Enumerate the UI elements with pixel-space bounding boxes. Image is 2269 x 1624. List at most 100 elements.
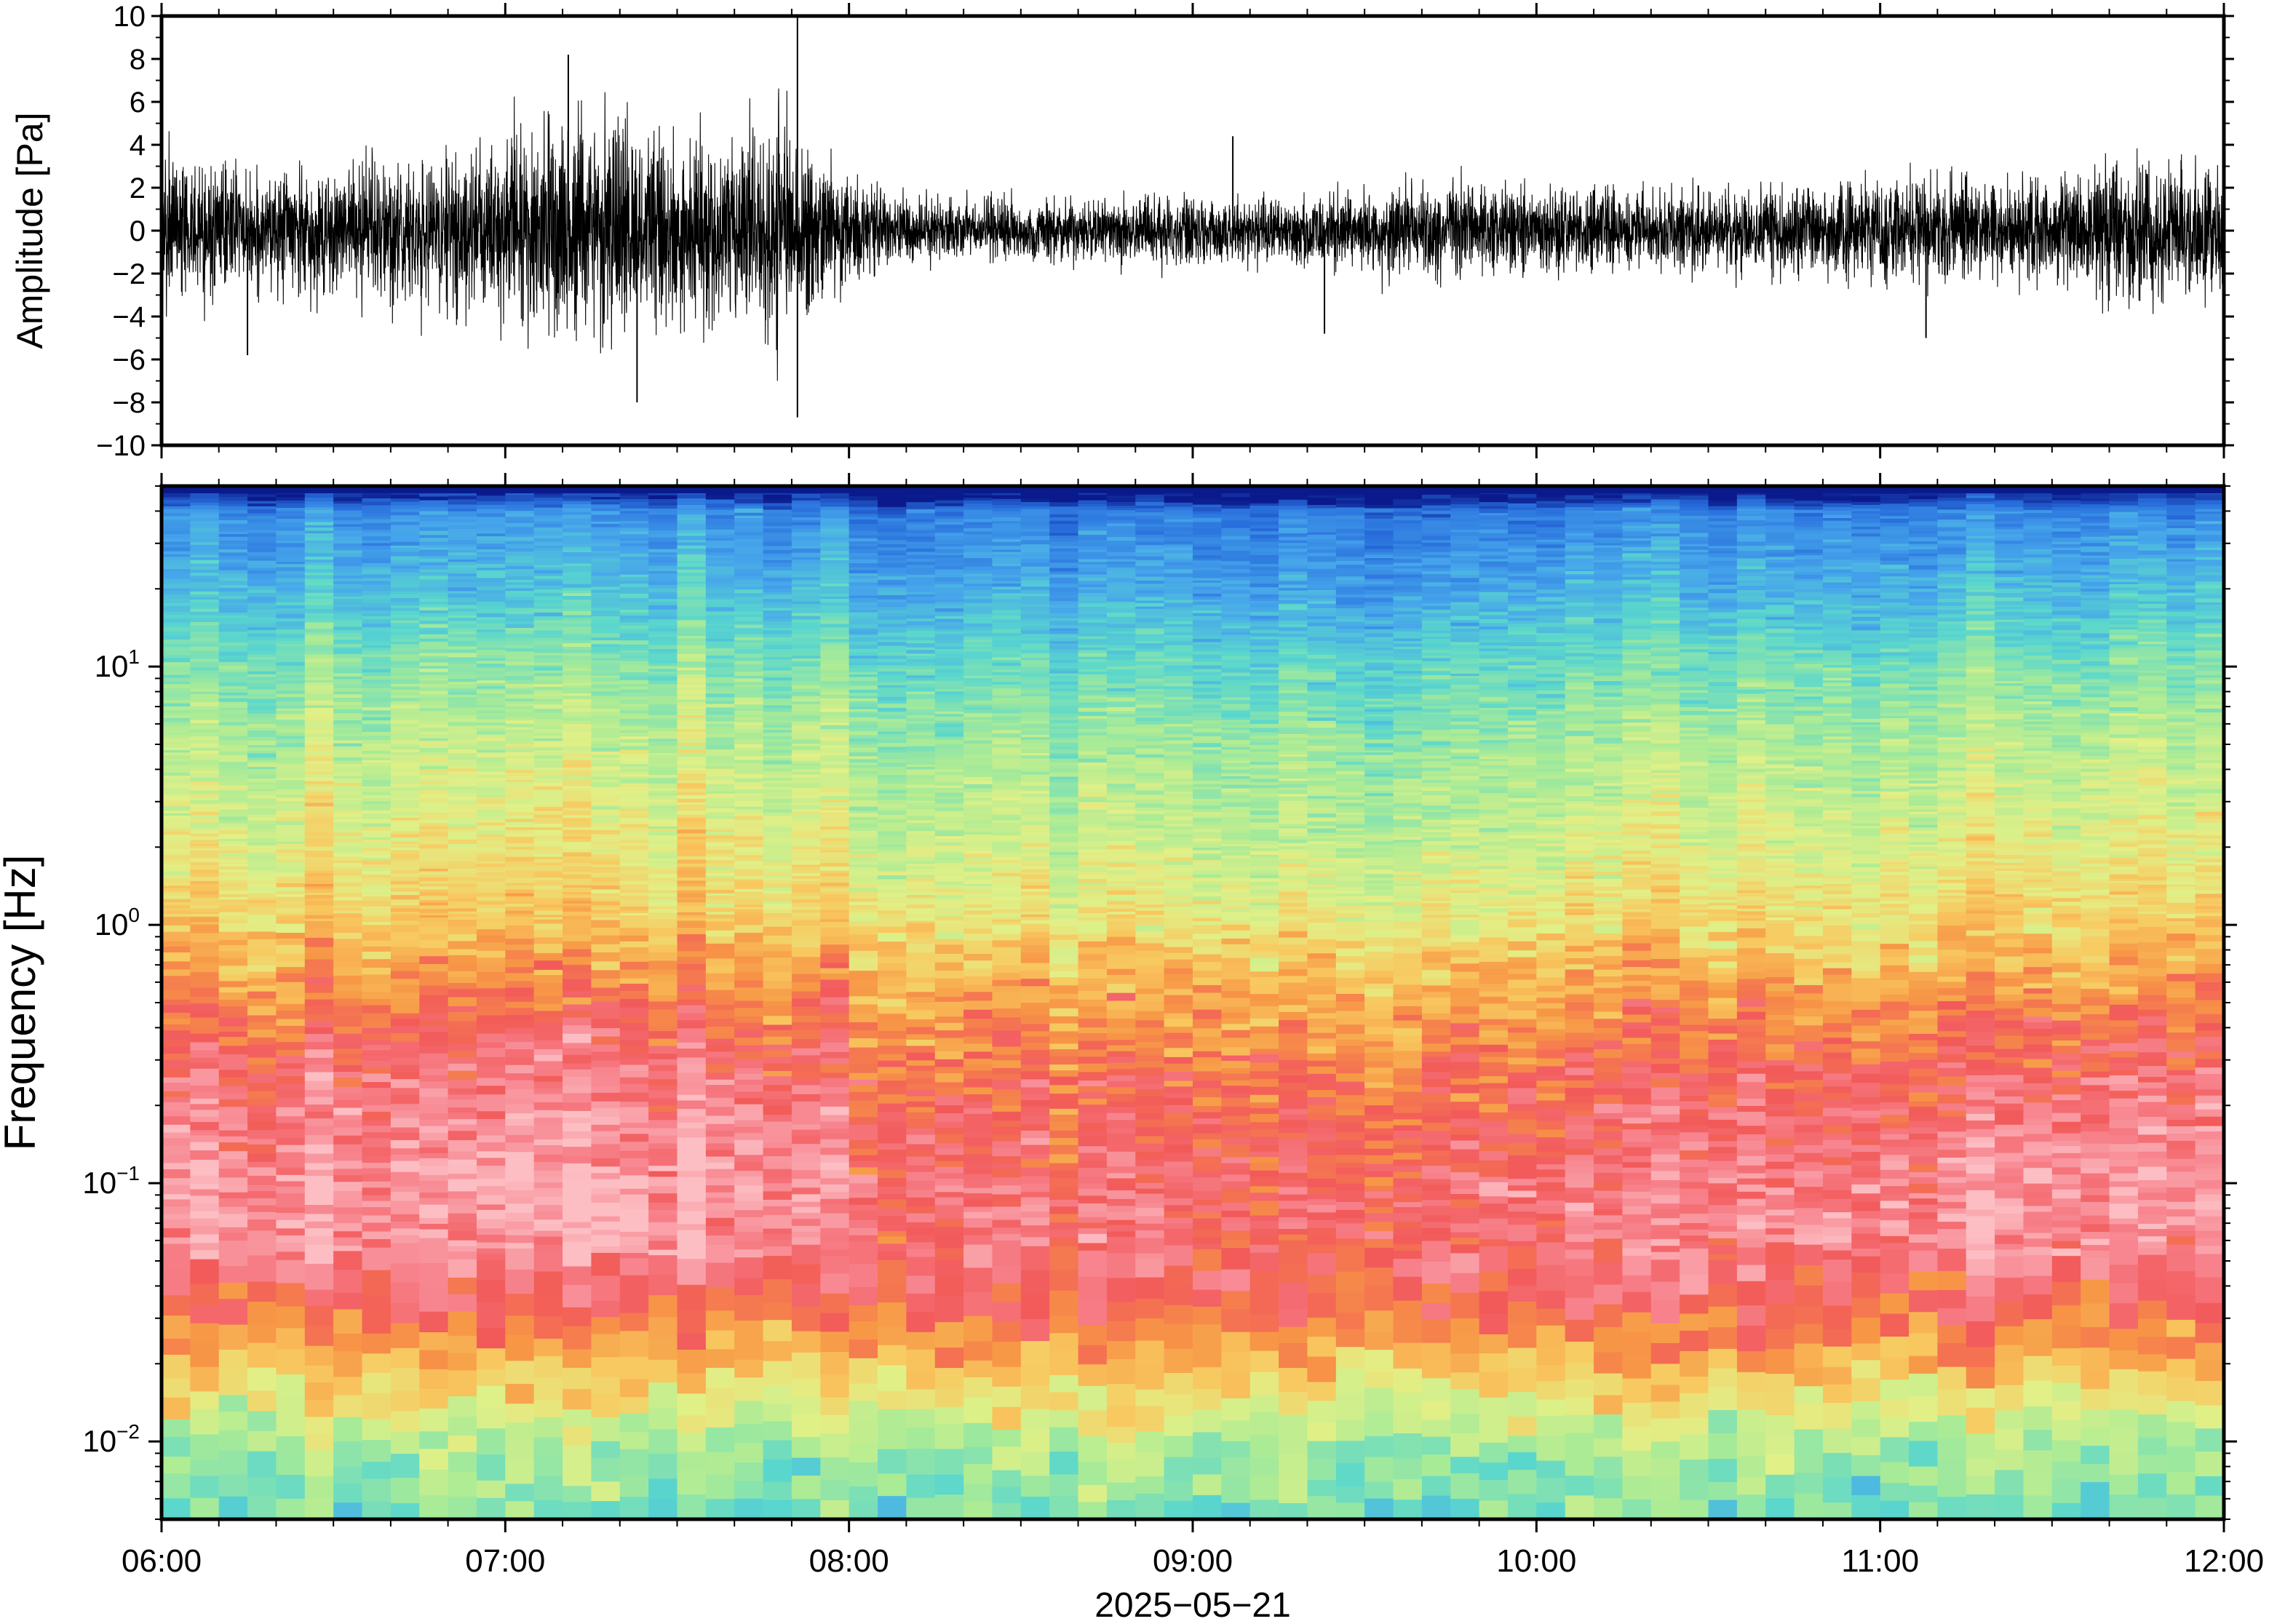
spectrogram-cell bbox=[820, 609, 850, 613]
waveform-trace bbox=[162, 16, 2224, 418]
spectrogram-cell bbox=[619, 559, 649, 563]
spectrogram-cell bbox=[247, 518, 277, 523]
spectrogram-cell bbox=[218, 771, 248, 776]
spectrogram-cell bbox=[533, 576, 563, 579]
spectrogram-cell bbox=[533, 527, 563, 532]
spectrogram-cell bbox=[677, 566, 707, 570]
spectrogram-cell bbox=[476, 1024, 506, 1034]
spectrogram-cell bbox=[591, 646, 621, 650]
spectrogram-cell bbox=[763, 845, 792, 848]
spectrogram-cell bbox=[362, 631, 392, 634]
spectrogram-cell bbox=[763, 607, 792, 611]
spectrogram-cell bbox=[276, 518, 306, 523]
spectrogram-cell bbox=[677, 562, 707, 568]
spectrogram-cell bbox=[648, 1254, 678, 1275]
spectrogram-cell bbox=[563, 820, 592, 824]
spectrogram-cell bbox=[419, 814, 449, 820]
spectrogram-cell bbox=[476, 673, 506, 678]
spectrogram-cell bbox=[648, 869, 678, 875]
spectrogram-cell bbox=[448, 1190, 477, 1199]
spectrogram-cell bbox=[705, 1348, 735, 1368]
spectrogram-cell bbox=[333, 596, 363, 599]
spectrogram-cell bbox=[791, 1218, 821, 1226]
spectrogram-cell bbox=[648, 777, 678, 781]
spectrogram-cell bbox=[333, 647, 363, 650]
spectrogram-cell bbox=[677, 885, 707, 891]
spectrogram-cell bbox=[505, 1056, 535, 1065]
spectrogram-cell bbox=[162, 1102, 191, 1112]
spectrogram-cell bbox=[734, 613, 764, 617]
spectrogram-cell bbox=[362, 735, 392, 740]
spectrogram-cell bbox=[505, 637, 535, 642]
spectrogram-cell bbox=[734, 942, 764, 952]
spectrogram-cell bbox=[849, 1022, 878, 1031]
spectrogram-cell bbox=[763, 851, 792, 857]
spectrogram-cell bbox=[505, 717, 535, 721]
spectrogram-cell bbox=[362, 662, 392, 666]
spectrogram-cell bbox=[333, 613, 363, 618]
spectrogram-cell bbox=[448, 1451, 477, 1472]
spectrogram-cell bbox=[218, 861, 248, 864]
spectrogram-cell bbox=[648, 819, 678, 823]
spectrogram-cell bbox=[705, 560, 735, 564]
spectrogram-cell bbox=[533, 810, 563, 815]
spectrogram-cell bbox=[476, 654, 506, 658]
spectrogram-cell bbox=[734, 1294, 764, 1321]
spectrogram-cell bbox=[162, 621, 191, 625]
waveform-x-ticks bbox=[160, 3, 2225, 458]
spectrogram-cell bbox=[333, 1199, 363, 1208]
spectrogram-cell bbox=[247, 515, 277, 520]
spectrogram-cell bbox=[162, 643, 191, 648]
spectrogram-cell bbox=[218, 1136, 248, 1143]
spectrogram-cell bbox=[476, 771, 506, 776]
spectrogram-cell bbox=[791, 735, 821, 740]
spectrogram-cell bbox=[791, 536, 821, 541]
spectrogram-cell bbox=[878, 926, 907, 934]
spectrogram-cell bbox=[390, 762, 420, 767]
spectrogram-cell bbox=[333, 629, 363, 634]
spectrogram-cell bbox=[304, 773, 334, 778]
spectrogram-cell bbox=[304, 1080, 334, 1090]
spectrogram-cell bbox=[619, 835, 649, 840]
spectrogram-cell bbox=[448, 955, 477, 964]
spectrogram-cell bbox=[677, 836, 707, 840]
spectrogram-cell bbox=[677, 804, 707, 808]
spectrogram-cell bbox=[820, 517, 850, 522]
spectrogram-cell bbox=[390, 1147, 420, 1155]
spectrogram-cell bbox=[705, 1387, 735, 1409]
spectrogram-cell bbox=[247, 1198, 277, 1206]
spectrogram-cell bbox=[390, 1126, 420, 1133]
spectrogram-cell bbox=[878, 932, 907, 942]
spectrogram-cell bbox=[648, 738, 678, 741]
spectrogram-cell bbox=[820, 690, 850, 695]
spectrogram-cell bbox=[333, 892, 363, 897]
spectrogram-cell bbox=[162, 581, 191, 585]
spectrogram-cell bbox=[190, 1142, 220, 1151]
spectrogram-cell bbox=[619, 680, 649, 685]
spectrogram-cell bbox=[791, 883, 821, 888]
spectrogram-cell bbox=[190, 728, 220, 733]
spectrogram-cell bbox=[820, 1013, 850, 1023]
spectrogram-cell bbox=[763, 621, 792, 625]
spectrogram-cell bbox=[791, 891, 821, 896]
spectrogram-cell bbox=[419, 789, 449, 795]
spectrogram-cell bbox=[648, 573, 678, 576]
spectrogram-cell bbox=[563, 900, 592, 904]
spectrogram-cell bbox=[849, 1192, 878, 1198]
spectrogram-cell bbox=[591, 1316, 621, 1334]
spectrogram-cell bbox=[162, 1154, 191, 1163]
spectrogram-cell bbox=[247, 884, 277, 888]
spectrogram-cell bbox=[476, 625, 506, 630]
spectrogram-cell bbox=[362, 665, 392, 669]
spectrogram-cell bbox=[448, 704, 477, 708]
spectrogram-cell bbox=[333, 729, 363, 734]
spectrogram-cell bbox=[820, 534, 850, 538]
spectrogram-cell bbox=[304, 918, 334, 921]
spectrogram-cell bbox=[563, 769, 592, 774]
spectrogram-cell bbox=[705, 982, 735, 990]
spectrogram-cell bbox=[619, 927, 649, 936]
spectrogram-cell bbox=[448, 604, 477, 609]
spectrogram-cell bbox=[763, 870, 792, 875]
spectrogram-cell bbox=[533, 864, 563, 868]
spectrogram-cell bbox=[419, 565, 449, 570]
